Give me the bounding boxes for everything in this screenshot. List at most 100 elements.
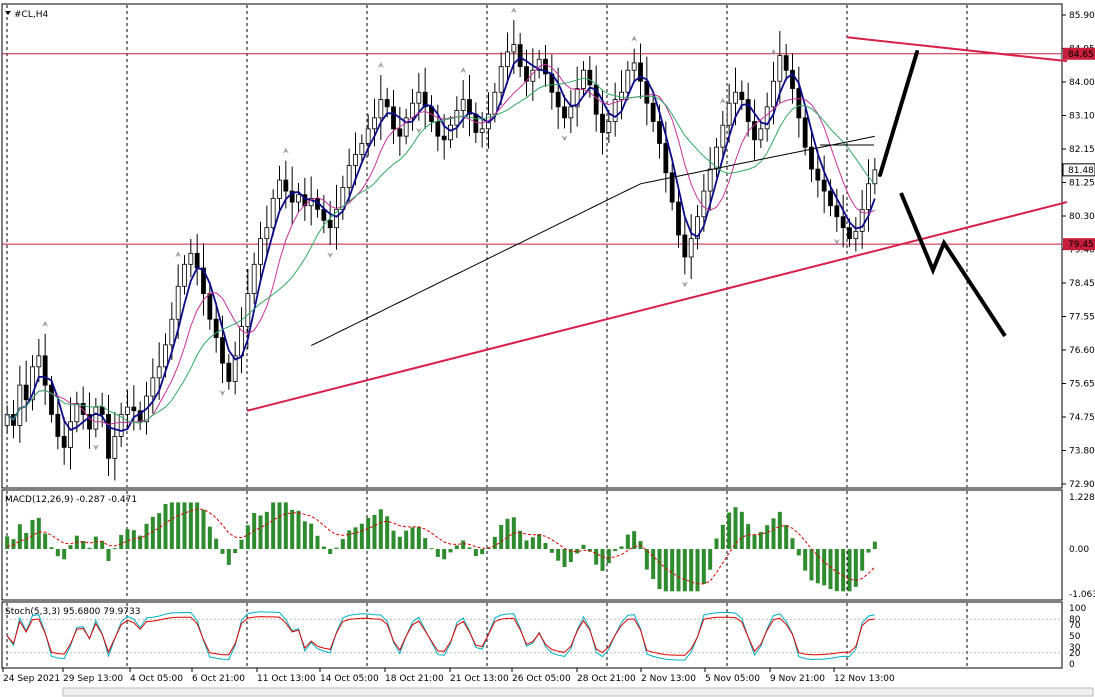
macd-histogram-bar	[847, 549, 852, 592]
current-price-tag-bg	[1062, 163, 1095, 177]
macd-histogram-bar	[777, 511, 782, 549]
candle-body	[688, 238, 694, 258]
candle-body	[758, 128, 764, 141]
candle-body	[701, 190, 707, 218]
candle-body	[638, 62, 643, 82]
macd-histogram-bar	[461, 540, 466, 549]
candle-body	[346, 165, 352, 188]
candle-body	[334, 208, 339, 229]
macd-histogram-bar	[600, 549, 605, 571]
stoch-tick-label: 30	[1069, 643, 1081, 653]
price-tick-label: 72.90	[1069, 480, 1095, 490]
macd-histogram-bar	[499, 524, 504, 549]
time-tick-label: 12 Nov 13:00	[834, 674, 895, 684]
macd-histogram-bar	[695, 549, 700, 592]
macd-histogram-bar	[119, 534, 124, 549]
candle-body	[619, 91, 624, 100]
candle-body	[796, 88, 802, 119]
macd-histogram-bar	[803, 549, 808, 571]
candle-body	[4, 414, 10, 426]
macd-histogram-bar	[188, 502, 193, 549]
macd-histogram-bar	[518, 530, 523, 549]
macd-histogram-bar	[359, 523, 364, 549]
bullish-forecast-stroke	[878, 50, 919, 177]
time-tick-label: 4 Oct 05:00	[130, 674, 183, 684]
time-axis: 24 Sep 2021 29 Sep 13:00 4 Oct 05:00 6 Oct …	[2, 668, 1094, 697]
stochastic-indicator	[2, 611, 1062, 661]
macd-histogram-bar	[872, 541, 877, 549]
stoch-tick-label: 0	[1069, 660, 1075, 670]
price-tick-label: 83.10	[1069, 112, 1095, 122]
candle-body	[733, 91, 738, 104]
macd-histogram-bar	[758, 531, 763, 549]
candle-body	[847, 227, 852, 240]
candle-body	[245, 293, 251, 327]
price-tick-label: 78.45	[1069, 279, 1095, 289]
candle-body	[828, 190, 833, 207]
macd-histogram-bar	[442, 549, 447, 560]
candle-body	[435, 121, 441, 137]
candle-body	[581, 69, 586, 89]
macd-histogram-bar	[233, 549, 238, 554]
macd-histogram-bar	[24, 532, 29, 549]
macd-histogram-bar	[568, 549, 573, 563]
macd-histogram-bar	[340, 539, 345, 549]
macd-histogram-bar	[860, 549, 865, 571]
stoch-title: Stoch(5,3,3) 95.6800 79.9733	[5, 607, 140, 617]
candle-body	[251, 263, 257, 294]
chart-title: #CL,H4	[14, 10, 48, 20]
candle-body	[372, 117, 377, 130]
chart-menu-icon[interactable]	[5, 11, 11, 15]
price-tick-label: 84.00	[1069, 78, 1095, 88]
macd-histogram-bar	[454, 545, 459, 549]
candle-body	[555, 91, 561, 108]
candle-body	[30, 366, 35, 401]
time-tick-label: 26 Oct 05:00	[512, 674, 571, 684]
price-tick-label: 85.90	[1069, 11, 1095, 21]
candle-body	[764, 106, 770, 130]
candle-body	[739, 91, 745, 100]
macd-histogram-bar	[100, 540, 105, 549]
macd-histogram-bar	[543, 543, 548, 549]
macd-histogram-bar	[258, 515, 263, 549]
macd-histogram-bar	[302, 521, 307, 549]
price-panel-frame	[1, 3, 1063, 489]
fractal-arrow	[327, 252, 334, 259]
resistance-price-tag: 84.65	[1068, 50, 1094, 60]
candle-body	[188, 252, 194, 265]
macd-histogram-bar	[245, 525, 250, 549]
price-axis: 85.9084.9584.0083.1082.1581.2580.3079.40…	[1062, 11, 1095, 670]
fractal-arrow	[175, 251, 182, 258]
candle-body	[777, 55, 783, 82]
fractal-arrow	[510, 7, 517, 14]
macd-histogram-bar	[784, 524, 789, 549]
macd-histogram-bar	[714, 538, 719, 549]
price-tick-label: 75.65	[1069, 380, 1095, 390]
macd-histogram-bar	[49, 547, 54, 549]
macd-histogram-bar	[746, 524, 751, 549]
candle-body	[397, 128, 403, 137]
macd-histogram-bar	[841, 549, 846, 592]
candle-body	[283, 179, 289, 192]
candle-body	[650, 102, 656, 122]
candle-body	[378, 99, 384, 119]
fractal-arrow	[92, 444, 99, 451]
horizontal-scrollbar[interactable]	[62, 687, 1094, 697]
candle-body	[80, 403, 86, 415]
candle-body	[327, 219, 333, 229]
candle-body	[74, 403, 80, 423]
macd-histogram-bar	[391, 530, 396, 549]
macd-tick-label: 1.228	[1069, 493, 1095, 503]
macd-histogram-bar	[93, 536, 98, 549]
macd-histogram-bar	[214, 538, 219, 549]
candle-body	[802, 117, 808, 148]
macd-histogram-bar	[36, 517, 41, 549]
candle-body	[118, 414, 124, 437]
price-tick-label: 79.40	[1069, 246, 1095, 256]
candle-body	[460, 99, 466, 111]
candle-body	[232, 355, 238, 382]
stoch-main-line	[6, 611, 875, 661]
candle-body	[112, 435, 118, 459]
time-tick-label: 5 Nov 05:00	[705, 674, 760, 684]
